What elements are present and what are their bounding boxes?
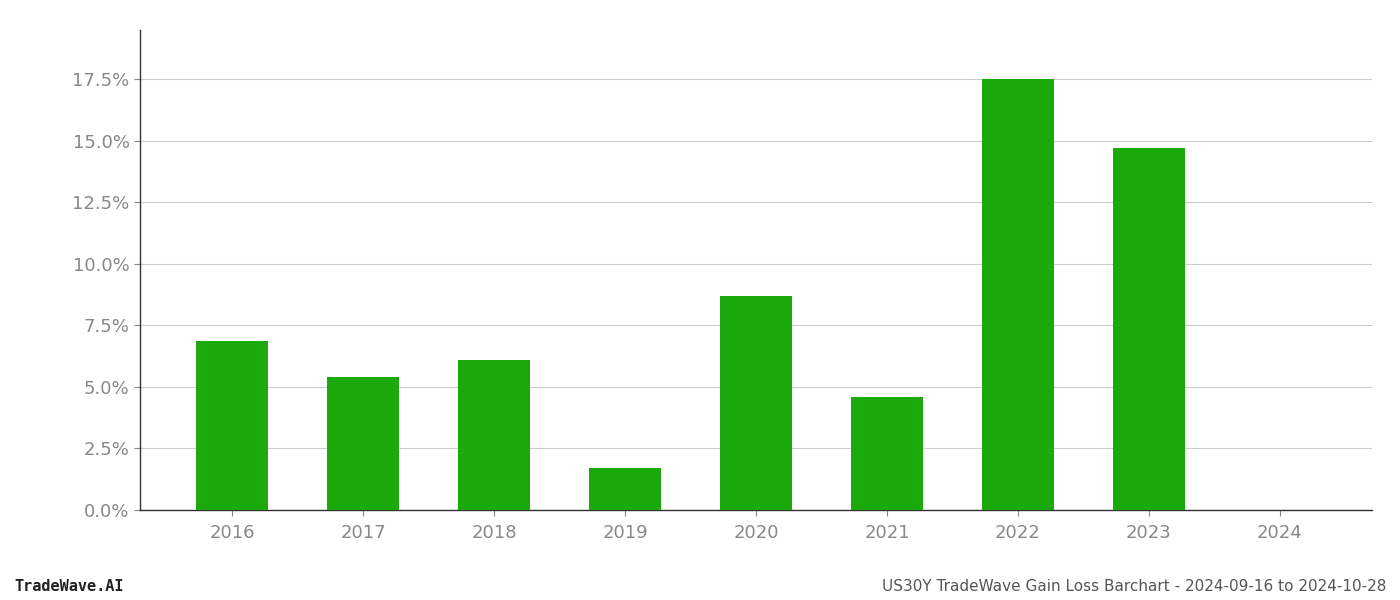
Bar <box>851 397 923 510</box>
Bar <box>328 377 399 510</box>
Text: US30Y TradeWave Gain Loss Barchart - 2024-09-16 to 2024-10-28: US30Y TradeWave Gain Loss Barchart - 202… <box>882 579 1386 594</box>
Bar <box>589 468 661 510</box>
Bar <box>458 360 531 510</box>
Bar <box>196 341 267 510</box>
Bar <box>720 296 792 510</box>
Bar <box>1113 148 1184 510</box>
Text: TradeWave.AI: TradeWave.AI <box>14 579 123 594</box>
Bar <box>981 79 1054 510</box>
